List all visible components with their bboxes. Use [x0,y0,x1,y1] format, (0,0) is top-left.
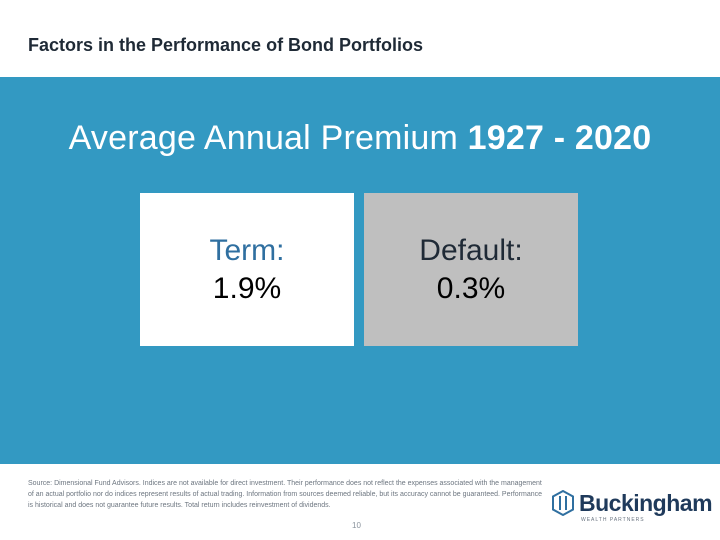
term-label: Term: [209,234,285,267]
default-premium-box: Default: 0.3% [364,193,578,346]
buckingham-logo-icon [552,490,574,516]
logo-wordmark: Buckingham [579,490,713,516]
page-number: 10 [352,521,361,530]
headline-prefix: Average Annual Premium [68,119,468,157]
content-panel: Average Annual Premium 1927 - 2020 Term:… [0,77,720,464]
source-disclaimer: Source: Dimensional Fund Advisors. Indic… [28,480,543,509]
default-label: Default: [419,234,523,267]
term-value: 1.9% [212,271,282,305]
default-value: 0.3% [436,271,506,305]
slide-title: Factors in the Performance of Bond Portf… [28,35,424,55]
headline: Average Annual Premium 1927 - 2020 [0,119,720,158]
term-premium-box: Term: 1.9% [140,193,354,346]
logo-tagline: WEALTH PARTNERS [581,517,645,523]
buckingham-logo: Buckingham WEALTH PARTNERS [552,487,713,527]
headline-years: 1927 - 2020 [467,119,652,157]
